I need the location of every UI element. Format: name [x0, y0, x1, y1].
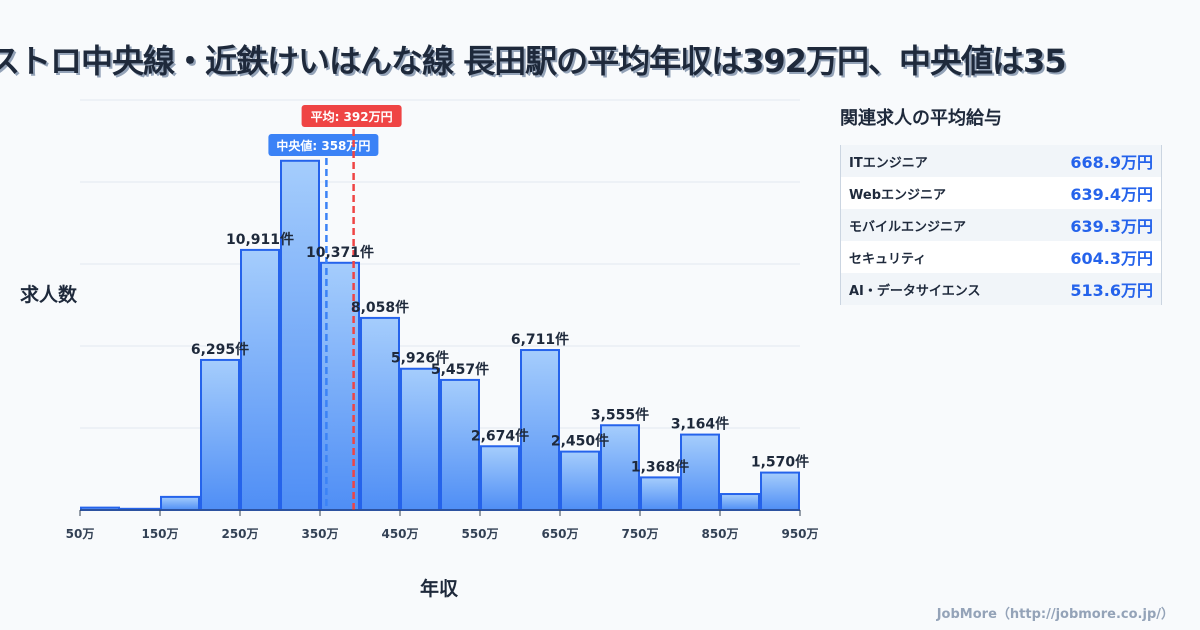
bar-value-label: 2,674件 [471, 427, 529, 444]
bar-value-label: 5,926件 [391, 350, 449, 367]
x-axis-label: 年収 [420, 578, 459, 600]
histogram-bar [400, 367, 440, 511]
histogram-bar [280, 159, 320, 511]
histogram-bar [600, 424, 640, 512]
bar-value-label: 5,457件 [431, 361, 489, 378]
job-row: Webエンジニア 639.4万円 [841, 177, 1161, 209]
histogram-bar [520, 349, 560, 512]
x-tick-label: 450万 [381, 527, 418, 541]
related-jobs-title: 関連求人の平均給与 [840, 108, 1002, 129]
job-salary: 639.3万円 [1070, 217, 1153, 236]
y-axis-label: 求人数 [20, 284, 78, 306]
histogram-bar [640, 476, 680, 511]
histogram-bar [720, 493, 760, 512]
job-salary: 639.4万円 [1070, 185, 1153, 204]
job-row: モバイルエンジニア 639.3万円 [841, 209, 1161, 241]
bar-value-label: 2,450件 [551, 433, 609, 450]
page-title: ストロ中央線・近鉄けいはんな線 長田駅の平均年収は392万円、中央値は35 [0, 42, 1066, 80]
job-name: ITエンジニア [849, 155, 928, 171]
bar-value-label: 3,555件 [591, 406, 649, 423]
job-salary: 604.3万円 [1070, 249, 1153, 268]
job-name: Webエンジニア [849, 187, 946, 203]
mean-badge-text: 平均: 392万円 [311, 109, 393, 124]
x-tick-label: 50万 [66, 527, 95, 541]
job-name: モバイルエンジニア [849, 219, 967, 235]
bar-value-label: 6,295件 [191, 341, 249, 358]
histogram-bar [240, 248, 280, 512]
x-tick-label: 850万 [701, 527, 738, 541]
job-row: セキュリティ 604.3万円 [841, 241, 1161, 273]
median-badge-text: 中央値: 358万円 [276, 138, 370, 153]
histogram-bar [480, 445, 520, 512]
histogram-bar [560, 450, 600, 512]
x-tick-label: 950万 [781, 527, 818, 541]
histogram-bar [440, 378, 480, 511]
bar-value-label: 1,570件 [751, 454, 809, 471]
histogram-bar [200, 358, 240, 511]
bar-value-label: 10,371件 [306, 244, 374, 261]
histogram-bar [360, 316, 400, 511]
x-tick-label: 150万 [141, 527, 178, 541]
median-badge [268, 134, 379, 156]
histogram-bar [760, 471, 800, 512]
bar-value-label: 8,058件 [351, 299, 409, 316]
job-row: ITエンジニア 668.9万円 [841, 145, 1161, 177]
bar-value-label: 1,368件 [631, 458, 689, 475]
mean-badge [301, 105, 402, 127]
bar-value-label: 10,911件 [226, 231, 294, 248]
job-salary: 668.9万円 [1070, 153, 1153, 172]
bar-value-label: 6,711件 [511, 331, 569, 348]
related-jobs-table: ITエンジニア 668.9万円 Webエンジニア 639.4万円 モバイルエンジニア… [840, 145, 1162, 305]
histogram-chart: 中央値: 358万円 平均: 392万円 6,295件 10,911件 10,371件… [66, 99, 819, 541]
job-name: セキュリティ [849, 251, 927, 267]
job-name: AI・データサイエンス [849, 283, 981, 299]
x-tick-label: 250万 [221, 527, 258, 541]
histogram-bar [160, 495, 200, 511]
job-row: AI・データサイエンス 513.6万円 [841, 273, 1161, 305]
x-tick-label: 350万 [301, 527, 338, 541]
bar-value-label: 3,164件 [671, 416, 729, 433]
x-tick-label: 650万 [541, 527, 578, 541]
x-tick-label: 550万 [461, 527, 498, 541]
footer-credit: JobMore（http://jobmore.co.jp/） [936, 607, 1174, 622]
job-salary: 513.6万円 [1070, 281, 1153, 300]
x-tick-label: 750万 [621, 527, 658, 541]
